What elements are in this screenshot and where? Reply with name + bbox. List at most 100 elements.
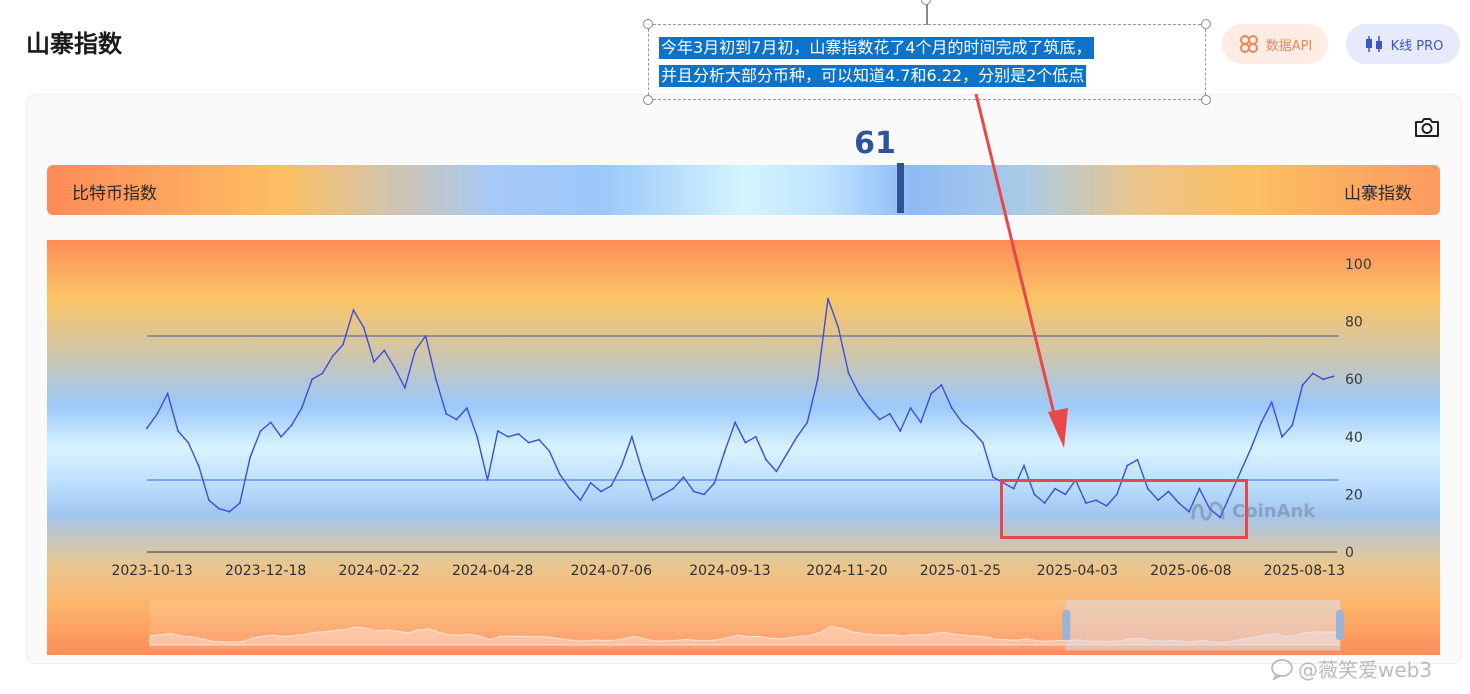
x-tick-label: 2023-10-13 [111, 563, 192, 579]
api-icon [1239, 35, 1258, 53]
data-point [672, 487, 675, 490]
x-tick-label: 2024-07-06 [571, 563, 652, 579]
camera-icon[interactable] [1414, 116, 1440, 138]
data-point [579, 499, 582, 502]
y-tick-label: 60 [1345, 372, 1363, 388]
data-point [868, 407, 871, 409]
y-tick-label: 20 [1345, 487, 1363, 503]
x-tick-label: 2024-11-20 [806, 563, 887, 579]
data-point [682, 476, 685, 478]
y-tick-label: 40 [1345, 430, 1363, 446]
candlestick-icon [1365, 36, 1382, 52]
data-point [1260, 421, 1263, 424]
data-point [1105, 505, 1108, 507]
chat-bubble-icon [1271, 658, 1293, 680]
resize-handle-bottom-right[interactable] [1201, 95, 1211, 105]
gauge-right-label: 山寨指数 [1344, 184, 1412, 204]
annotation-textbox[interactable]: 今年3月初到7月初，山寨指数花了4个月的时间完成了筑底， 并且分析大部分币种，可… [643, 0, 1211, 105]
data-point [1322, 378, 1325, 381]
data-point [734, 421, 736, 424]
data-point [1291, 424, 1294, 427]
resize-handle-top-left[interactable] [643, 19, 653, 29]
annotation-line-2: 并且分析大部分币种，可以知道4.7和6.22，分别是2个低点 [659, 65, 1087, 87]
data-point [1219, 516, 1221, 519]
data-point [950, 407, 953, 409]
data-point [878, 418, 881, 421]
data-point [1270, 401, 1273, 404]
data-point [362, 326, 365, 329]
data-point [507, 435, 509, 438]
x-tick-label: 2025-04-03 [1037, 563, 1118, 579]
data-point [703, 493, 706, 496]
y-tick-label: 100 [1345, 257, 1372, 273]
chart-background [47, 240, 1440, 655]
data-point [1198, 487, 1201, 490]
zoom-handle-right[interactable] [1336, 610, 1344, 640]
data-point [1064, 493, 1067, 496]
data-point [662, 493, 664, 496]
data-point [1312, 372, 1314, 375]
data-point [496, 430, 499, 432]
resize-handle-top-right[interactable] [1201, 19, 1211, 29]
data-point [548, 450, 551, 453]
data-point [1126, 464, 1129, 467]
data-point [331, 355, 334, 358]
data-point [476, 435, 479, 438]
data-point [1085, 502, 1087, 504]
data-point [486, 479, 489, 481]
y-tick-label: 0 [1345, 545, 1354, 561]
data-point [651, 499, 654, 502]
data-point [1146, 487, 1149, 490]
data-point [527, 441, 530, 444]
data-point [631, 435, 633, 438]
data-point [909, 407, 912, 409]
x-tick-label: 2024-02-22 [338, 563, 419, 579]
data-point [1332, 375, 1335, 378]
data-point [538, 438, 540, 441]
kline-pro-label: K线 PRO [1390, 38, 1444, 54]
data-point [239, 502, 241, 504]
data-point [754, 435, 757, 438]
zoom-slider[interactable] [149, 599, 1344, 651]
data-point [744, 441, 747, 444]
data-api-label: 数据API [1265, 38, 1313, 54]
data-point [424, 335, 427, 337]
kline-pro-button[interactable]: K线 PRO [1346, 24, 1460, 64]
data-point [404, 386, 406, 389]
data-point [1177, 502, 1180, 504]
rotate-handle-stem [926, 3, 928, 25]
data-point [837, 326, 840, 329]
data-point [269, 421, 272, 424]
data-point [146, 427, 148, 430]
gauge-marker [897, 163, 904, 213]
rotate-handle[interactable] [921, 0, 931, 5]
data-point [858, 392, 860, 395]
data-point [889, 412, 891, 415]
data-point [435, 378, 437, 381]
data-point [1033, 493, 1036, 496]
zoom-window[interactable] [1065, 599, 1341, 651]
annotation-line-1: 今年3月初到7月初，山寨指数花了4个月的时间完成了筑底， [659, 37, 1094, 59]
data-point [981, 441, 984, 444]
page-title: 山寨指数 [26, 30, 122, 58]
data-point [466, 407, 468, 409]
data-point [569, 487, 571, 490]
data-point [166, 392, 169, 395]
data-point [765, 458, 767, 461]
data-point [1188, 510, 1190, 513]
data-point [641, 470, 644, 473]
data-point [1229, 493, 1232, 496]
data-point [414, 349, 417, 352]
data-point [1157, 499, 1160, 502]
data-point [383, 349, 386, 352]
footer-watermark: @薇笑爱web3 [1270, 654, 1432, 683]
resize-handle-bottom-left[interactable] [643, 95, 653, 105]
data-api-button[interactable]: 数据API [1222, 24, 1328, 64]
footer-watermark-text: @薇笑爱web3 [1298, 658, 1433, 682]
chart-watermark: CoinAnk [1190, 498, 1315, 524]
data-point [940, 384, 943, 386]
zoom-handle-left[interactable] [1062, 610, 1071, 640]
data-point [311, 378, 313, 381]
data-point [785, 453, 788, 455]
